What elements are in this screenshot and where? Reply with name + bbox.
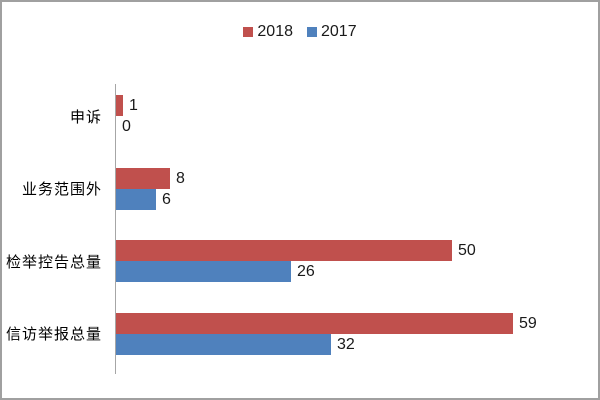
value-label-2017-业务范围外: 6 — [162, 190, 171, 208]
category-label: 信访举报总量 — [6, 326, 103, 343]
legend-label: 2017 — [321, 23, 357, 40]
value-label-2017-信访举报总量: 32 — [337, 335, 355, 353]
bar-2018-申诉 — [116, 95, 123, 116]
bar-2017-检举控告总量 — [116, 261, 291, 282]
bar-2017-业务范围外 — [116, 188, 156, 210]
value-label-2017-申诉: 0 — [122, 118, 131, 135]
legend-item-2017: 2017 — [307, 24, 357, 40]
value-label-2018-申诉: 1 — [129, 97, 138, 114]
category-axis-line — [115, 84, 116, 374]
value-label-2018-信访举报总量: 59 — [519, 314, 537, 332]
category-label: 检举控告总量 — [6, 253, 103, 271]
category-label: 申诉 — [69, 108, 102, 126]
legend-item-2018: 2018 — [243, 24, 293, 40]
value-label-2018-业务范围外: 8 — [176, 169, 185, 187]
category-label: 业务范围外 — [21, 181, 102, 198]
value-label-2017-检举控告总量: 26 — [297, 263, 315, 280]
legend-swatch-icon — [307, 27, 317, 37]
bar-2018-检举控告总量 — [116, 240, 452, 261]
bar-2018-信访举报总量 — [116, 312, 513, 334]
legend-swatch-icon — [243, 27, 254, 37]
legend-label: 2018 — [257, 23, 293, 40]
bar-2018-业务范围外 — [116, 167, 170, 189]
legend: 2018 2017 — [2, 24, 598, 40]
value-label-2018-检举控告总量: 50 — [458, 242, 476, 259]
bar-2017-信访举报总量 — [116, 333, 331, 355]
